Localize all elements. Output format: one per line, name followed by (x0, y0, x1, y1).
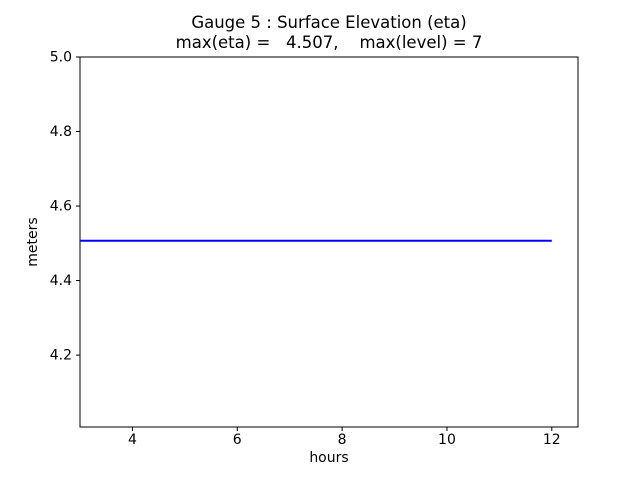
chart-title: Gauge 5 : Surface Elevation (eta) (191, 13, 467, 32)
axes-box (79, 56, 579, 428)
y-axis-label: meters (25, 217, 41, 267)
chart-subtitle: max(eta) = 4.507, max(level) = 7 (175, 33, 483, 52)
x-tick-label: 6 (233, 432, 242, 448)
y-tick-label: 4.4 (50, 273, 72, 289)
y-tick-label: 4.8 (50, 124, 72, 140)
x-tick-label: 8 (338, 432, 347, 448)
x-axis-label: hours (309, 450, 349, 466)
x-tick-label: 10 (438, 432, 456, 448)
chart-title-block: Gauge 5 : Surface Elevation (eta) max(et… (80, 13, 578, 53)
x-tick-label: 12 (543, 432, 561, 448)
y-tick-label: 5.0 (50, 50, 72, 66)
x-tick-label: 4 (128, 432, 137, 448)
y-tick-label: 4.6 (50, 199, 72, 215)
y-tick-label: 4.2 (50, 348, 72, 364)
